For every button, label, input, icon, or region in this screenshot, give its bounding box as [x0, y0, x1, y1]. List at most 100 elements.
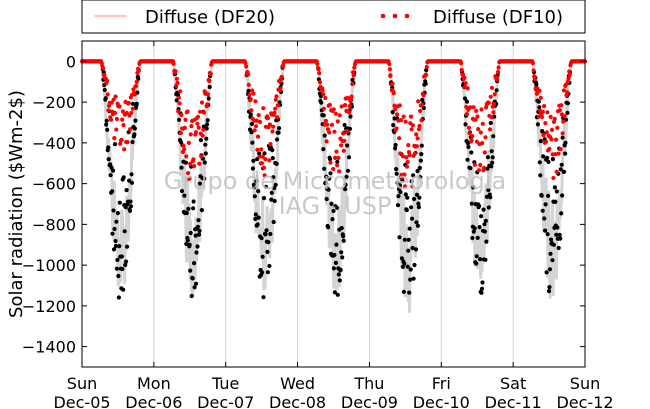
total-point	[259, 236, 264, 241]
df10-point	[346, 110, 352, 115]
total-point	[252, 194, 257, 199]
df10-point	[543, 121, 548, 126]
total-point	[202, 160, 207, 165]
x-tick-day: Sun	[67, 374, 97, 393]
df10-point	[124, 110, 129, 116]
total-point	[553, 199, 558, 204]
df10-point	[410, 184, 415, 189]
df10-point	[267, 122, 272, 127]
total-point	[560, 193, 565, 198]
df10-point	[554, 169, 559, 174]
df10-point	[105, 78, 110, 83]
df10-point	[404, 164, 410, 169]
total-point	[334, 242, 339, 247]
watermark-line-1: Grupo de Micrometeorologia	[164, 167, 506, 195]
total-point	[557, 232, 562, 237]
x-tick-day: Wed	[280, 374, 315, 393]
total-point	[464, 99, 470, 104]
df10-point	[414, 132, 419, 137]
total-point	[343, 182, 348, 187]
total-point	[272, 186, 277, 191]
total-point	[558, 167, 563, 172]
total-point	[127, 208, 133, 213]
total-point	[490, 155, 495, 160]
total-point	[409, 205, 414, 210]
df10-point	[117, 104, 122, 109]
total-point	[413, 247, 419, 252]
total-point	[488, 120, 493, 126]
total-point	[486, 187, 491, 193]
df10-point	[540, 114, 545, 120]
df10-point	[335, 119, 340, 124]
total-point	[468, 166, 473, 171]
df10-point	[199, 100, 205, 105]
total-point	[326, 225, 331, 230]
df10-point	[315, 61, 320, 66]
total-point	[253, 212, 258, 217]
df10-point	[541, 133, 546, 138]
total-point	[326, 187, 331, 192]
total-point	[125, 244, 130, 249]
df10-point	[334, 149, 339, 154]
total-point	[117, 200, 122, 205]
x-tick-day: Mon	[137, 374, 171, 393]
df10-point	[495, 69, 501, 75]
total-point	[269, 190, 274, 195]
total-point	[547, 285, 552, 290]
total-point	[344, 174, 349, 179]
total-point	[563, 151, 568, 156]
df10-point	[561, 88, 567, 93]
df10-point	[253, 124, 259, 129]
df10-point	[197, 109, 203, 114]
x-tick-date: Dec-05	[53, 393, 110, 409]
total-point	[397, 183, 403, 188]
total-point	[419, 152, 424, 157]
df10-point	[410, 123, 415, 128]
df10-point	[321, 92, 326, 97]
df10-point	[272, 110, 277, 115]
df10-point	[409, 127, 414, 132]
df10-point	[342, 103, 348, 108]
total-point	[418, 158, 423, 163]
df10-point	[267, 158, 272, 163]
df10-point	[406, 143, 411, 148]
total-point	[203, 142, 208, 147]
total-point	[491, 134, 496, 139]
df10-point	[132, 92, 137, 97]
x-tick-day: Fri	[432, 374, 451, 393]
total-point	[265, 270, 270, 275]
total-point	[321, 147, 326, 152]
total-point	[116, 295, 121, 300]
total-point	[405, 195, 410, 200]
df10-point	[205, 92, 210, 97]
df10-point	[186, 140, 191, 145]
total-point	[420, 97, 425, 102]
df10-point	[317, 80, 323, 85]
total-point	[416, 201, 421, 206]
total-point	[179, 188, 185, 194]
total-point	[421, 105, 426, 111]
total-point	[182, 193, 187, 198]
total-point	[275, 137, 280, 142]
envelope-trace	[243, 61, 286, 291]
total-point	[114, 266, 119, 271]
df10-point	[176, 95, 181, 100]
df10-point	[459, 67, 464, 73]
df10-point	[397, 136, 402, 141]
df10-point	[328, 160, 333, 165]
df10-point	[387, 67, 392, 72]
total-point	[260, 270, 265, 275]
df10-point	[420, 102, 425, 107]
df10-point	[339, 104, 344, 109]
legend-box	[81, 0, 586, 34]
total-point	[418, 175, 423, 180]
df10-point	[561, 119, 566, 124]
total-point	[484, 194, 489, 199]
df10-point	[181, 143, 186, 148]
total-point	[394, 167, 399, 172]
total-point	[194, 250, 199, 255]
df10-point	[399, 118, 404, 123]
x-tick-date: Dec-06	[125, 393, 182, 409]
total-point	[263, 184, 269, 189]
total-point	[120, 266, 125, 272]
